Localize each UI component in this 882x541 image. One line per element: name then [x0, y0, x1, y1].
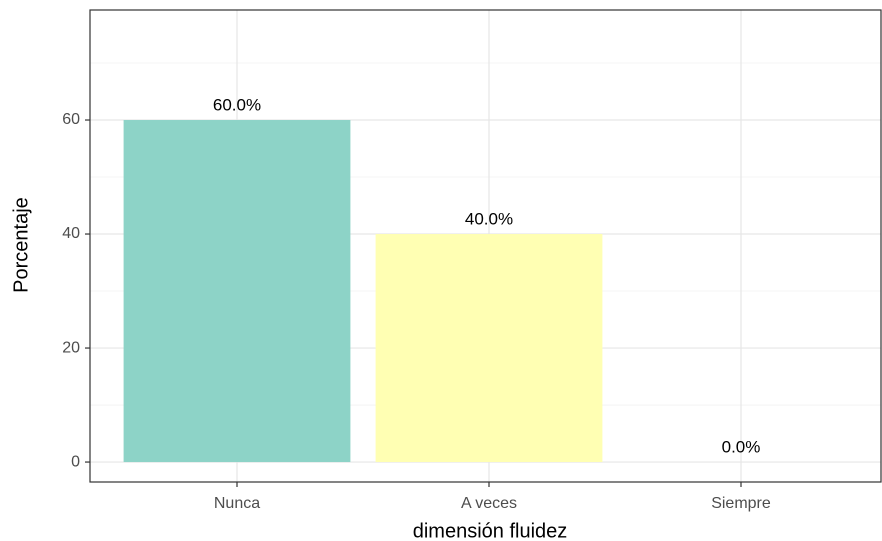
- y-axis-title: Porcentaje: [10, 197, 32, 293]
- x-tick-label: Siempre: [711, 495, 771, 512]
- bar: [123, 120, 351, 463]
- bar: [375, 234, 603, 463]
- y-tick-label: 0: [71, 453, 80, 470]
- x-axis-title: dimensión fluidez: [413, 520, 568, 541]
- y-tick-label: 60: [62, 111, 80, 128]
- y-tick-label: 40: [62, 225, 80, 242]
- value-label: 60.0%: [213, 96, 261, 115]
- y-tick-label: 20: [62, 339, 80, 356]
- value-label: 0.0%: [722, 438, 761, 457]
- value-label: 40.0%: [465, 210, 513, 229]
- x-tick-label: Nunca: [214, 495, 260, 512]
- x-tick-label: A veces: [461, 495, 517, 512]
- panel-border: [89, 9, 882, 483]
